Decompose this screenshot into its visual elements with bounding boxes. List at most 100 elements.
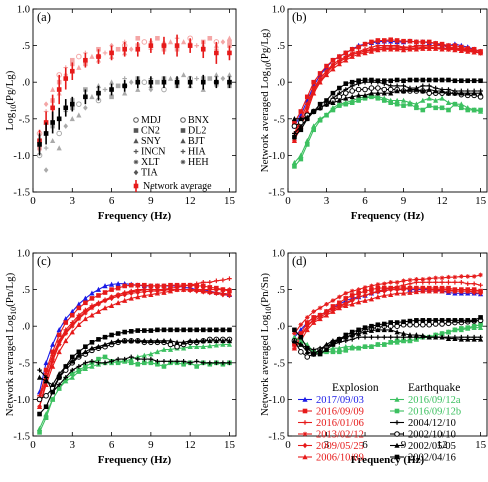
data-point bbox=[375, 38, 381, 43]
legend-label: 2013/02/12 bbox=[316, 430, 364, 441]
data-point bbox=[135, 354, 141, 360]
data-point bbox=[220, 341, 226, 347]
average-point bbox=[135, 79, 141, 85]
data-point bbox=[128, 354, 134, 360]
data-point bbox=[324, 68, 329, 75]
plot-frame bbox=[287, 8, 488, 193]
data-point bbox=[471, 336, 477, 342]
data-point bbox=[207, 338, 213, 344]
data-point bbox=[401, 319, 406, 325]
data-point bbox=[375, 334, 381, 340]
data-point bbox=[214, 327, 219, 333]
data-point bbox=[304, 320, 310, 325]
data-point bbox=[96, 337, 101, 342]
data-point bbox=[433, 97, 439, 103]
data-point bbox=[226, 341, 233, 347]
data-point bbox=[401, 103, 406, 108]
data-point bbox=[381, 281, 387, 287]
x-tick-label: 9 bbox=[148, 195, 154, 207]
data-point bbox=[362, 297, 368, 303]
x-tick-label: 9 bbox=[148, 439, 154, 451]
data-point bbox=[375, 282, 381, 287]
data-point bbox=[330, 99, 336, 105]
legend-title: Earthquake bbox=[408, 382, 460, 394]
data-point bbox=[69, 358, 75, 364]
data-point bbox=[324, 63, 329, 69]
data-point bbox=[311, 319, 317, 325]
data-point bbox=[317, 79, 323, 85]
data-point bbox=[445, 335, 452, 341]
data-point bbox=[388, 90, 394, 96]
data-point bbox=[459, 318, 464, 323]
data-point bbox=[452, 327, 458, 333]
data-point bbox=[69, 354, 75, 360]
data-point bbox=[478, 272, 483, 278]
x-tick-label: 3 bbox=[70, 439, 76, 451]
data-point bbox=[446, 274, 451, 280]
data-point bbox=[394, 97, 400, 103]
x-axis-label: Frequency (Hz) bbox=[98, 454, 172, 466]
data-point bbox=[413, 46, 419, 52]
average-point bbox=[227, 50, 232, 56]
data-point bbox=[115, 356, 121, 362]
data-point bbox=[174, 286, 180, 292]
data-point bbox=[194, 76, 200, 81]
data-point bbox=[317, 105, 323, 111]
data-point bbox=[356, 327, 361, 333]
data-point bbox=[207, 360, 213, 366]
series-line bbox=[293, 40, 481, 127]
data-point bbox=[83, 364, 88, 369]
legend-marker bbox=[394, 442, 400, 448]
data-point bbox=[356, 290, 361, 296]
x-tick-label: 15 bbox=[475, 195, 487, 207]
data-point bbox=[459, 279, 464, 285]
average-point bbox=[214, 50, 219, 56]
data-point bbox=[83, 344, 88, 349]
data-point bbox=[304, 94, 310, 100]
data-point bbox=[76, 301, 82, 307]
data-point bbox=[142, 328, 147, 333]
data-point bbox=[148, 338, 154, 344]
data-point bbox=[369, 39, 374, 45]
data-point bbox=[356, 78, 361, 84]
legend-marker bbox=[133, 183, 139, 189]
data-point bbox=[304, 323, 310, 329]
data-point bbox=[433, 45, 439, 51]
data-point bbox=[102, 360, 108, 366]
data-point bbox=[343, 57, 349, 63]
legend-label: 2009/05/25 bbox=[316, 441, 364, 452]
data-point bbox=[161, 364, 167, 369]
data-point bbox=[349, 329, 355, 335]
data-point bbox=[311, 90, 317, 96]
data-point bbox=[420, 332, 426, 339]
data-point bbox=[50, 363, 56, 369]
data-point bbox=[311, 309, 316, 314]
data-point bbox=[413, 101, 419, 107]
data-point bbox=[362, 285, 368, 290]
data-point bbox=[426, 39, 432, 45]
data-point bbox=[362, 325, 368, 330]
data-point bbox=[433, 334, 439, 340]
data-point bbox=[187, 343, 193, 349]
average-point bbox=[63, 76, 69, 81]
series-2016-09-12b bbox=[37, 354, 232, 435]
data-point bbox=[323, 312, 330, 318]
data-point bbox=[135, 328, 141, 333]
data-point bbox=[477, 50, 484, 56]
data-point bbox=[128, 79, 134, 85]
data-point bbox=[76, 364, 82, 369]
data-point bbox=[36, 396, 43, 403]
data-point bbox=[63, 123, 69, 129]
legend-label: XLT bbox=[141, 157, 160, 168]
average-point bbox=[69, 101, 75, 107]
data-point bbox=[446, 107, 451, 113]
data-point bbox=[311, 79, 316, 85]
data-point bbox=[226, 338, 233, 344]
data-point bbox=[471, 318, 477, 323]
data-point bbox=[337, 54, 342, 59]
data-point bbox=[413, 288, 419, 295]
data-point bbox=[426, 321, 433, 328]
data-point bbox=[375, 285, 381, 291]
data-point bbox=[465, 107, 471, 113]
data-point bbox=[452, 279, 458, 285]
